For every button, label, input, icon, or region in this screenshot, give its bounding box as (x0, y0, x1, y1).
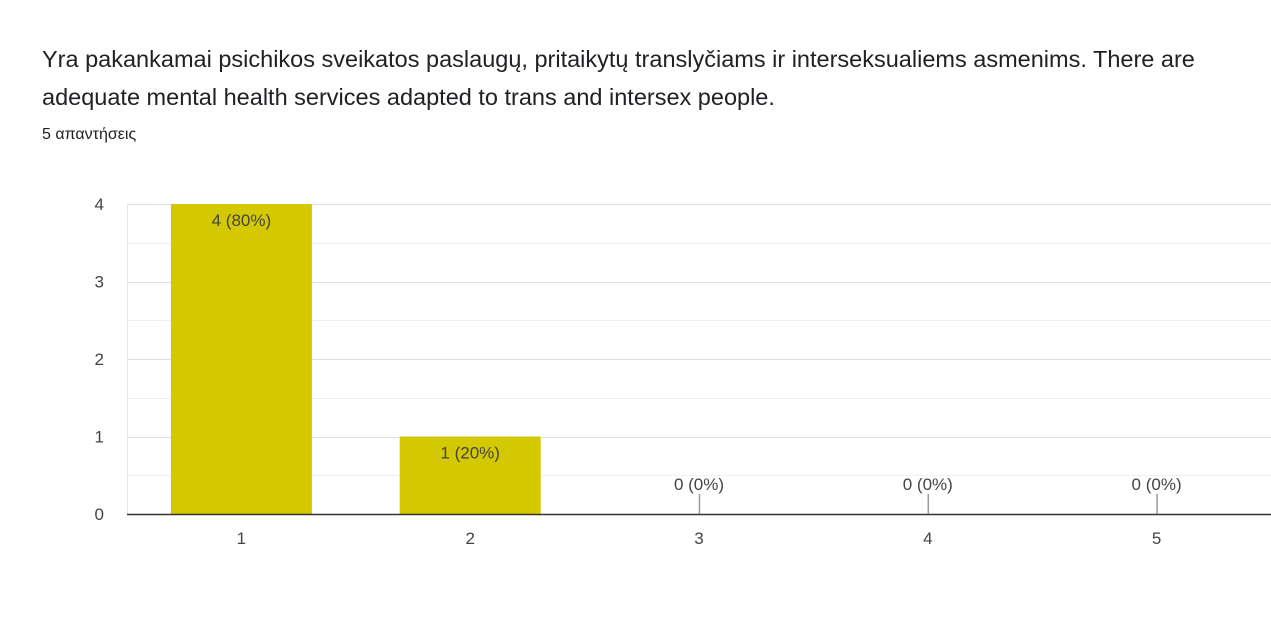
bar-data-label: 1 (20%) (440, 444, 500, 463)
axes: 0 1 2 3 4 1 2 3 4 5 (95, 195, 1271, 548)
y-tick-label: 1 (95, 428, 104, 447)
y-tick-label: 3 (95, 273, 104, 292)
bar-data-label: 0 (0%) (1132, 475, 1182, 494)
y-tick-label: 2 (95, 350, 104, 369)
question-header: Yra pakankamai psichikos sveikatos pasla… (42, 40, 1242, 145)
bar (170, 204, 312, 514)
question-title: Yra pakankamai psichikos sveikatos pasla… (42, 46, 1195, 110)
bar-data-label: 0 (0%) (903, 475, 953, 494)
x-tick-label: 4 (923, 529, 932, 548)
bar-data-label: 0 (0%) (674, 475, 724, 494)
y-tick-label: 0 (95, 505, 104, 524)
x-tick-label: 5 (1152, 529, 1161, 548)
bar-data-label: 4 (80%) (212, 211, 272, 230)
data-labels: 4 (80%) 1 (20%) 0 (0%) 0 (0%) 0 (0%) (212, 211, 1182, 514)
x-tick-label: 3 (694, 529, 703, 548)
gridlines (127, 204, 1271, 514)
x-tick-label: 1 (237, 529, 246, 548)
x-tick-label: 2 (465, 529, 474, 548)
y-tick-label: 4 (95, 195, 104, 214)
bars (170, 204, 541, 514)
response-count: 5 απαντήσεις (42, 126, 137, 143)
bar (399, 436, 541, 514)
